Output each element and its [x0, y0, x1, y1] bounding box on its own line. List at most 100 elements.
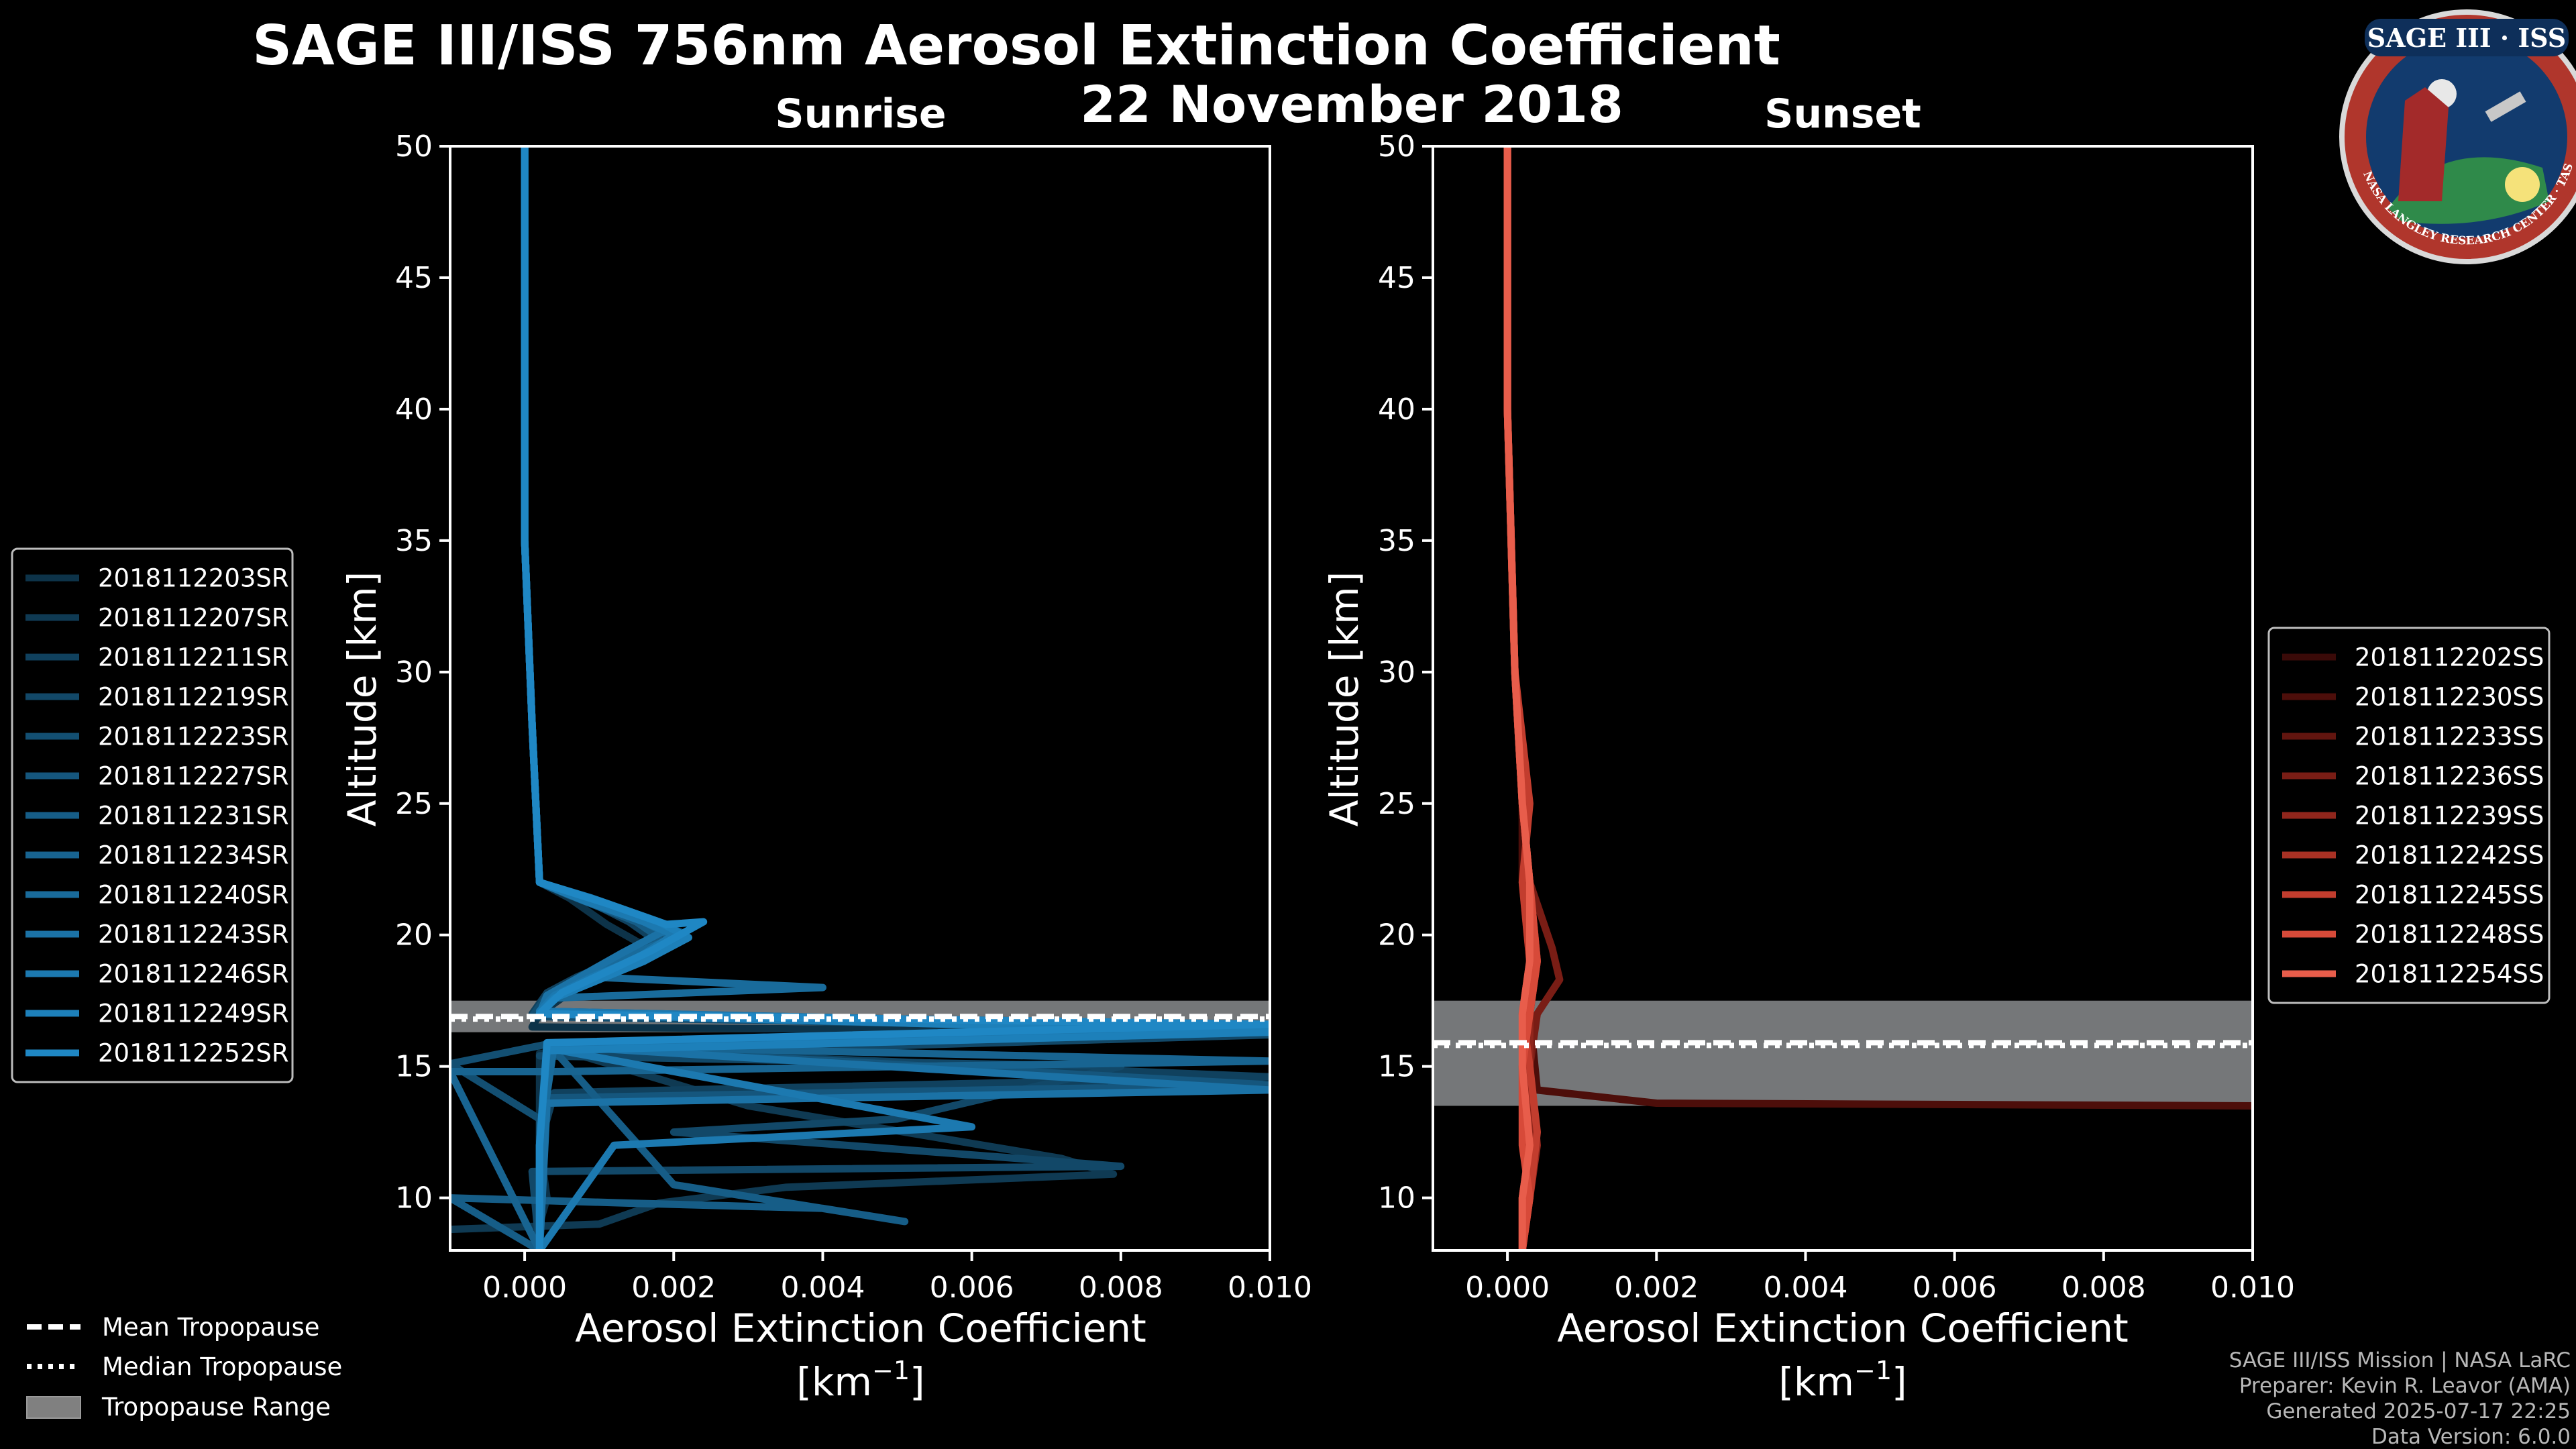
sunset-legend-frame [2267, 627, 2551, 1004]
sunset-y-tick-label: 20 [1378, 918, 1415, 953]
sunset-data-layer [1433, 146, 2253, 1250]
sunset-x-tick-label: 0.002 [1614, 1271, 1699, 1305]
sunrise-legend-frame [11, 547, 294, 1083]
median-tropopause-label: Median Tropopause [102, 1352, 342, 1381]
sunset-legend-label: 2018112239SS [2355, 802, 2544, 830]
sunset-x-axis-unit: [km−1] [1778, 1356, 1907, 1405]
sunrise-x-tick-label: 0.002 [631, 1271, 716, 1305]
patch-header-text: SAGE III · ISS [2367, 23, 2566, 53]
sunset-y-tick-label: 10 [1378, 1181, 1415, 1216]
sunrise-legend-label: 2018112211SR [98, 643, 289, 672]
figure-title: SAGE III/ISS 756nm Aerosol Extinction Co… [252, 14, 1780, 78]
sunrise-series-line-2018112252SR [521, 146, 1270, 1250]
sunrise-data-layer [450, 146, 1270, 1250]
sunset-clip-group [1433, 146, 2253, 1250]
sunset-panel-title: Sunset [1764, 91, 1921, 138]
sunrise-x-tick-label: 0.004 [780, 1271, 865, 1305]
sunset-unit-exponent: −1 [1854, 1356, 1892, 1385]
sunset-ticks: 0.000 0.002 0.004 0.006 0.008 0.010 10 15 20 25 30… [1378, 129, 2295, 1305]
sunrise-legend-label: 2018112234SR [98, 841, 289, 870]
mean-tropopause-label: Mean Tropopause [102, 1313, 320, 1342]
sunrise-x-tick-label: 0.010 [1228, 1271, 1312, 1305]
sunset-legend-label: 2018112254SS [2355, 960, 2544, 989]
sunset-legend-label: 2018112248SS [2355, 920, 2544, 949]
sunset-y-tick-label: 40 [1378, 392, 1415, 427]
sunset-x-tick-label: 0.010 [2210, 1271, 2295, 1305]
sunrise-y-tick-label: 15 [395, 1050, 433, 1084]
sunset-x-tick-label: 0.000 [1465, 1271, 1550, 1305]
sunrise-legend-label: 2018112252SR [98, 1039, 289, 1068]
sunset-legend: 2018112202SS 2018112230SS 2018112233SS 2018… [2267, 627, 2551, 1004]
sunrise-legend-label: 2018112240SR [98, 881, 289, 910]
tropopause-range-swatch [26, 1396, 81, 1419]
sunrise-y-tick-label: 10 [395, 1181, 433, 1216]
sunrise-plot-frame [449, 145, 1271, 1252]
tropopause-legend: Mean Tropopause Median Tropopause Tropop… [26, 1313, 342, 1421]
sunrise-panel: 0.000 0.002 0.004 0.006 0.008 0.010 10 15 20 25 30… [339, 129, 1312, 1405]
sunrise-y-tick-label: 45 [395, 261, 433, 295]
patch-sun [2505, 167, 2540, 202]
sunrise-y-axis-label: Altitude [km] [339, 572, 385, 826]
sunrise-legend-label: 2018112243SR [98, 920, 289, 949]
sunrise-legend-label: 2018112219SR [98, 683, 289, 712]
sunrise-x-tick-label: 0.006 [930, 1271, 1014, 1305]
sunrise-legend-label: 2018112203SR [98, 564, 289, 593]
sunset-y-tick-label: 25 [1378, 787, 1415, 821]
sunset-y-tick-label: 30 [1378, 655, 1415, 690]
sunset-legend-label: 2018112242SS [2355, 841, 2544, 870]
sunset-x-axis-label: Aerosol Extinction Coefficient [1557, 1305, 2129, 1351]
sunrise-legend-label: 2018112223SR [98, 722, 289, 751]
sunrise-legend-label: 2018112227SR [98, 762, 289, 791]
sunrise-y-tick-label: 25 [395, 787, 433, 821]
sunrise-legend-label: 2018112207SR [98, 604, 289, 633]
sunset-legend-label: 2018112202SS [2355, 643, 2544, 672]
sunset-x-tick-label: 0.006 [1913, 1271, 1997, 1305]
sunrise-ticks: 0.000 0.002 0.004 0.006 0.008 0.010 10 15 20 25 30… [395, 129, 1312, 1305]
credit-generated: Generated 2025-07-17 22:25 [2266, 1399, 2571, 1424]
sunset-legend-label: 2018112230SS [2355, 683, 2544, 712]
sunrise-clip-group [450, 146, 1270, 1250]
sunrise-legend-label: 2018112231SR [98, 802, 289, 830]
sunset-y-tick-label: 45 [1378, 261, 1415, 295]
sunrise-legend-label: 2018112246SR [98, 960, 289, 989]
sunset-series-line-2018112254SS [1503, 146, 1534, 1250]
sunrise-panel-title: Sunrise [775, 91, 946, 138]
sunrise-y-tick-label: 30 [395, 655, 433, 690]
sunrise-unit-exponent: −1 [872, 1356, 910, 1385]
sunrise-x-tick-label: 0.008 [1079, 1271, 1163, 1305]
sunrise-y-tick-label: 20 [395, 918, 433, 953]
sunset-panel: 0.000 0.002 0.004 0.006 0.008 0.010 10 15 20 25 30… [1322, 129, 2295, 1405]
sunset-y-tick-label: 35 [1378, 524, 1415, 558]
sunrise-y-tick-label: 35 [395, 524, 433, 558]
sunset-x-tick-label: 0.008 [2061, 1271, 2146, 1305]
credits: SAGE III/ISS Mission | NASA LaRC Prepare… [2229, 1348, 2571, 1449]
sunrise-unit-close: ] [910, 1359, 925, 1405]
sunrise-unit-open: [km [796, 1359, 872, 1405]
sunrise-x-axis-unit: [km−1] [796, 1356, 924, 1405]
sunset-y-tick-label: 15 [1378, 1050, 1415, 1084]
figure-date: 22 November 2018 [1080, 74, 1623, 134]
sunset-tropopause-range [1433, 1000, 2253, 1106]
sunset-unit-open: [km [1778, 1359, 1854, 1405]
sunrise-x-axis-label: Aerosol Extinction Coefficient [575, 1305, 1146, 1351]
sunset-legend-label: 2018112245SS [2355, 881, 2544, 910]
sunset-y-axis-label: Altitude [km] [1322, 572, 1367, 826]
tropopause-range-label: Tropopause Range [101, 1393, 331, 1421]
sunset-plot-frame [1432, 145, 2254, 1252]
patch-astronomer-figure [2398, 87, 2449, 201]
sunset-legend-label: 2018112233SS [2355, 722, 2544, 751]
sunrise-y-tick-label: 50 [395, 129, 433, 164]
credit-mission: SAGE III/ISS Mission | NASA LaRC [2229, 1348, 2571, 1373]
sunset-y-tick-label: 50 [1378, 129, 1415, 164]
sunrise-x-tick-label: 0.000 [482, 1271, 567, 1305]
sunset-unit-close: ] [1892, 1359, 1907, 1405]
sunset-legend-label: 2018112236SS [2355, 762, 2544, 791]
sunset-x-tick-label: 0.004 [1763, 1271, 1847, 1305]
patch-iss-station [2485, 91, 2526, 122]
sunrise-legend-label: 2018112249SR [98, 1000, 289, 1028]
credit-preparer: Preparer: Kevin R. Leavor (AMA) [2239, 1374, 2571, 1398]
patch-header-band [2365, 19, 2569, 56]
sunrise-legend: 2018112203SR 2018112207SR 2018112211SR 2018… [11, 547, 294, 1083]
credit-data-version: Data Version: 6.0.0 [2371, 1425, 2571, 1449]
